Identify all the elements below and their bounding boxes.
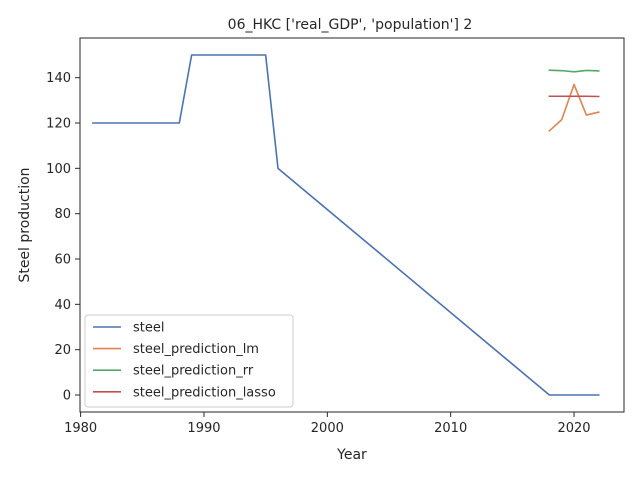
legend-label: steel_prediction_lasso bbox=[133, 385, 276, 400]
x-tick-label: 1980 bbox=[64, 421, 97, 436]
x-tick-label: 2000 bbox=[311, 421, 344, 436]
y-tick-label: 80 bbox=[54, 207, 71, 222]
legend-box bbox=[84, 314, 294, 408]
y-axis-label: Steel production bbox=[17, 167, 33, 282]
y-tick-label: 140 bbox=[46, 71, 71, 86]
y-tick-label: 60 bbox=[54, 253, 71, 268]
series-line-steel-prediction-lm bbox=[548, 83, 600, 133]
legend-label: steel_prediction_rr bbox=[133, 364, 254, 379]
y-tick-label: 0 bbox=[63, 389, 71, 404]
x-tick-label: 1990 bbox=[187, 421, 220, 436]
chart-title: 06_HKC ['real_GDP', 'population'] 2 bbox=[228, 17, 473, 33]
legend-label: steel bbox=[133, 321, 164, 336]
y-axis: 0 20 40 60 80 100 120 140 bbox=[46, 71, 80, 404]
legend-label: steel_prediction_lm bbox=[133, 342, 259, 357]
series-line-steel-prediction-rr bbox=[548, 69, 600, 73]
x-axis: 1980 1990 2000 2010 2020 bbox=[64, 412, 591, 436]
y-tick-label: 100 bbox=[46, 162, 71, 177]
legend: steel steel_prediction_lm steel_prediction… bbox=[84, 314, 294, 408]
plot-area bbox=[92, 54, 600, 396]
y-tick-label: 20 bbox=[54, 343, 71, 358]
x-tick-label: 2020 bbox=[557, 421, 590, 436]
y-tick-label: 40 bbox=[54, 298, 71, 313]
x-axis-label: Year bbox=[336, 447, 367, 463]
series-line-steel bbox=[92, 54, 600, 396]
axes-frame bbox=[79, 37, 625, 413]
y-tick-label: 120 bbox=[46, 117, 71, 132]
x-tick-label: 2010 bbox=[434, 421, 467, 436]
